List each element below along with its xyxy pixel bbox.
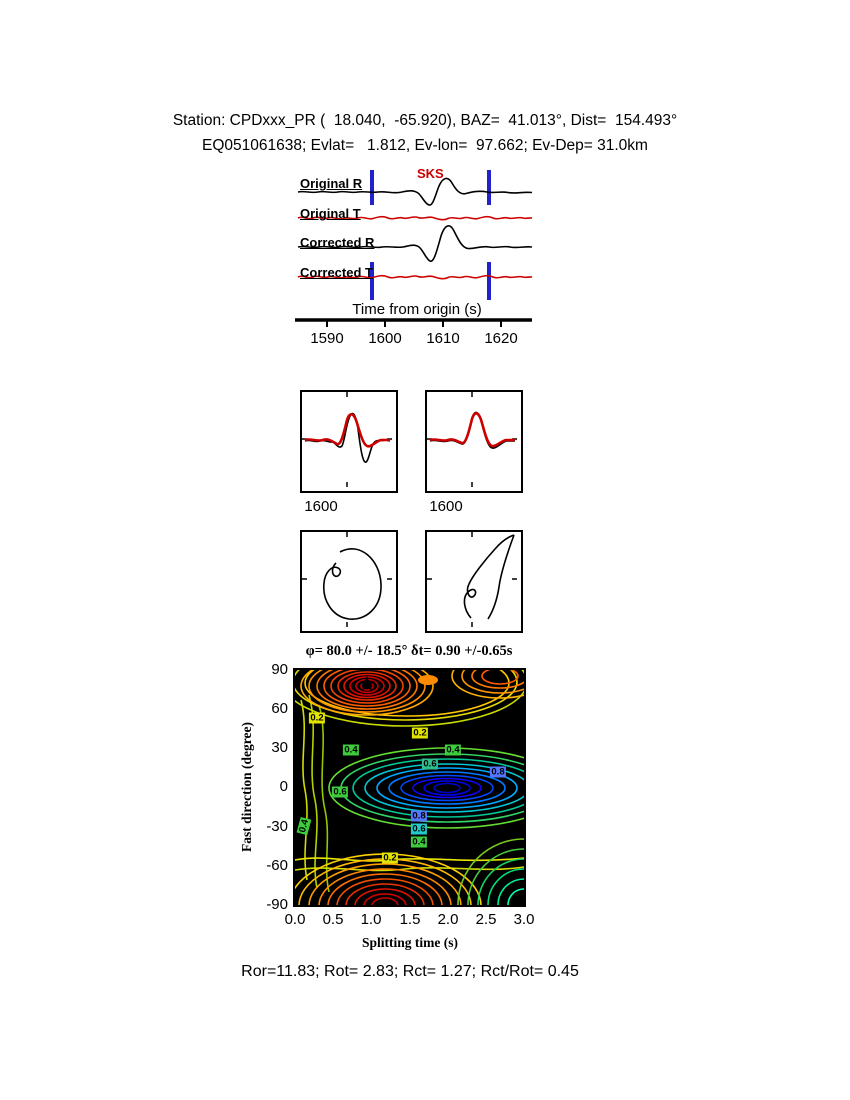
contour-level-label: 0.6 xyxy=(331,786,349,798)
splitting-time-tick-label: 1.5 xyxy=(399,911,421,928)
trace-label-original-t: Original T xyxy=(300,206,361,221)
fast-direction-tick-label: 60 xyxy=(271,700,288,717)
time-tick-label: 1620 xyxy=(484,330,518,347)
time-tick-label: 1600 xyxy=(368,330,402,347)
contour-title: φ= 80.0 +/- 18.5° δt= 0.90 +/-0.65s xyxy=(305,643,513,659)
particle-motion-curve xyxy=(323,548,382,620)
time-axis-ticks xyxy=(326,320,502,327)
splitting-time-tick-label: 2.5 xyxy=(475,911,497,928)
contour-level-label: 0.2 xyxy=(381,852,399,864)
splitting-time-tick-label: 3.0 xyxy=(513,911,535,928)
fast-direction-tick-label: -90 xyxy=(266,896,288,913)
fast-direction-tick-label: 0 xyxy=(279,778,288,795)
station-info-line: Station: CPDxxx_PR ( 18.040, -65.920), B… xyxy=(172,112,678,129)
splitting-time-tick-label: 1.0 xyxy=(360,911,382,928)
time-axis-title: Time from origin (s) xyxy=(352,301,482,318)
corrected-t-trace xyxy=(297,274,533,280)
contour-level-label: 0.6 xyxy=(410,823,428,835)
waveform-compare-box-right xyxy=(425,390,523,493)
splitting-time-tick-label: 0.0 xyxy=(284,911,306,928)
splitting-time-tick-label: 0.5 xyxy=(322,911,344,928)
contour-level-label: 0.2 xyxy=(308,712,326,724)
fast-direction-tick-label: -60 xyxy=(266,857,288,874)
contour-level-label: 0.8 xyxy=(410,810,428,822)
fast-direction-tick-label: 30 xyxy=(271,739,288,756)
time-tick-label: 1610 xyxy=(426,330,460,347)
contour-plot: 0.2 0.4 0.2 0.4 0.6 0.8 0.6 0.8 0.6 0.4 … xyxy=(293,668,526,907)
splitting-statistics: Ror=11.83; Rot= 2.83; Rct= 1.27; Rct/Rot… xyxy=(241,963,579,980)
contour-level-label: 0.8 xyxy=(489,766,507,778)
compare-trace-red xyxy=(304,413,390,448)
waveform-traces-plot xyxy=(295,170,533,327)
contour-level-label: 0.6 xyxy=(421,758,439,770)
particle-motion-box-left xyxy=(300,530,398,633)
fast-direction-axis-title: Fast direction (degree) xyxy=(239,722,254,852)
time-tick-label: 1590 xyxy=(310,330,344,347)
fast-direction-tick-label: 90 xyxy=(271,661,288,678)
compare-xtick-label-right: 1600 xyxy=(429,498,463,515)
contour-level-label: 0.4 xyxy=(410,836,428,848)
trace-label-corrected-t: Corrected T xyxy=(300,265,373,280)
particle-motion-curve xyxy=(463,534,515,619)
event-info-line: EQ051061638; Evlat= 1.812, Ev-lon= 97.66… xyxy=(202,137,648,154)
contour-level-label: 0.2 xyxy=(411,727,429,739)
particle-motion-curve-return xyxy=(487,534,515,620)
splitting-time-tick-label: 2.0 xyxy=(437,911,459,928)
original-r-trace xyxy=(297,177,533,206)
frame-ticks xyxy=(302,532,392,627)
particle-motion-box-right xyxy=(425,530,523,633)
contour-surface xyxy=(295,670,524,905)
original-t-trace xyxy=(297,215,533,221)
waveform-compare-box-left xyxy=(300,390,398,493)
corrected-r-trace xyxy=(297,225,533,262)
compare-xtick-label-left: 1600 xyxy=(304,498,338,515)
contour-level-label: 0.4 xyxy=(342,744,360,756)
splitting-time-axis-title: Splitting time (s) xyxy=(362,935,458,950)
fast-direction-tick-label: -30 xyxy=(266,818,288,835)
phase-label: SKS xyxy=(417,166,444,181)
trace-label-original-r: Original R xyxy=(300,176,363,191)
frame-ticks xyxy=(427,532,517,627)
contour-level-label: 0.4 xyxy=(444,744,462,756)
compare-trace-red xyxy=(429,412,515,448)
trace-label-corrected-r: Corrected R xyxy=(300,235,375,250)
best-solution-star xyxy=(359,675,375,691)
